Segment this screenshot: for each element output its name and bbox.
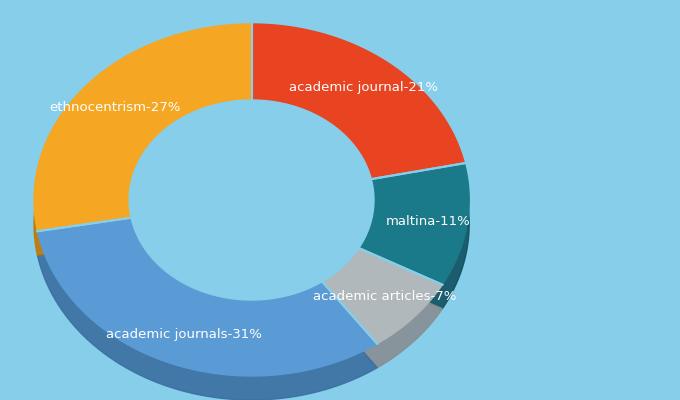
Polygon shape bbox=[322, 248, 443, 344]
Polygon shape bbox=[359, 163, 469, 285]
Text: academic journals-31%: academic journals-31% bbox=[106, 328, 262, 340]
Text: academic articles-7%: academic articles-7% bbox=[313, 290, 456, 303]
Polygon shape bbox=[252, 48, 464, 203]
Polygon shape bbox=[37, 218, 377, 376]
Text: ethnocentrism-27%: ethnocentrism-27% bbox=[49, 100, 180, 114]
Polygon shape bbox=[37, 242, 377, 400]
Polygon shape bbox=[322, 272, 443, 368]
Text: academic journal-21%: academic journal-21% bbox=[290, 81, 439, 94]
Polygon shape bbox=[34, 48, 252, 255]
Polygon shape bbox=[34, 24, 252, 231]
Polygon shape bbox=[129, 100, 374, 300]
Text: maltina-11%: maltina-11% bbox=[386, 214, 471, 228]
Polygon shape bbox=[359, 187, 469, 309]
Polygon shape bbox=[252, 24, 464, 179]
